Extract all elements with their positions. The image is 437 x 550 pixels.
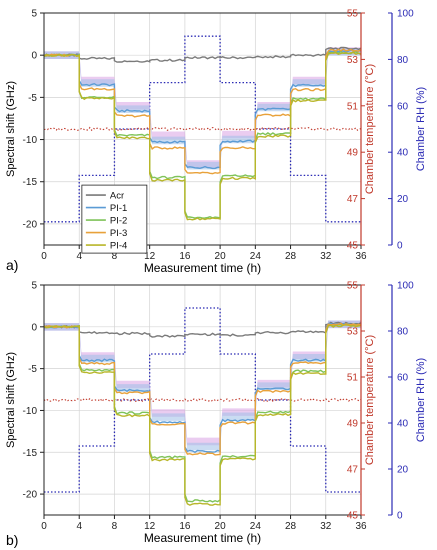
series-PI-4 [43,324,362,506]
y3-tick-label: 40 [397,148,409,159]
y2-tick-label: 55 [347,9,359,20]
legend-label-PI-4: PI-4 [110,241,127,252]
temperature-series [43,126,362,132]
y3-tick-label: 100 [397,9,414,20]
y-tick-label: -10 [23,406,38,417]
y-tick-label: 0 [31,322,37,333]
legend-label-PI-2: PI-2 [110,216,127,227]
y2-tick-label: 45 [347,511,359,522]
band-blue [44,320,361,451]
y2-tick-label: 53 [347,327,359,338]
legend-box [81,184,148,254]
y-axis-label: Spectral shift (GHz) [5,352,17,448]
y-tick-label: -20 [23,490,38,501]
y3-tick-label: 0 [397,511,403,522]
rh-series [44,307,361,493]
series-Acr [43,46,362,63]
panel-label: a) [6,257,18,273]
x-tick-label: 12 [144,251,156,262]
x-tick-label: 12 [144,521,156,532]
y2-tick-label: 55 [347,281,359,292]
x-tick-label: 4 [76,521,82,532]
y-tick-label: -15 [23,177,38,188]
rh-series [44,35,361,223]
x-tick-label: 0 [41,251,47,262]
x-axis-label: Measurement time (h) [144,261,261,275]
chart-panel-2: 0 4 8 12 16 20 24 28 32 36 5 0 -5 -10 -15 -20 55 53 51 49 47… [5,281,427,549]
x-tick-label: 20 [215,521,227,532]
y2-tick-label: 47 [347,465,359,476]
series-PI-1 [43,49,362,170]
x-tick-label: 8 [112,251,118,262]
x-tick-label: 16 [179,521,191,532]
y-tick-label: -20 [23,219,38,230]
panel-label: b) [6,532,18,548]
y-tick-label: -15 [23,448,38,459]
y2-tick-label: 53 [347,55,359,66]
x-axis-label: Measurement time (h) [144,531,261,545]
x-tick-label: 28 [285,521,297,532]
y2-axis-label: Chamber temperature (°C) [364,64,376,194]
legend-label-PI-1: PI-1 [110,203,127,214]
x-tick-label: 36 [355,251,367,262]
y2-tick-label: 51 [347,373,359,384]
x-tick-label: 8 [112,521,118,532]
y3-tick-label: 0 [397,241,403,252]
series-PI-1 [43,322,362,454]
x-tick-label: 36 [355,521,367,532]
y2-tick-label: 49 [347,148,359,159]
y2-axis-label: Chamber temperature (°C) [364,335,376,465]
x-tick-label: 28 [285,251,297,262]
y3-tick-label: 40 [397,419,409,430]
x-tick-label: 32 [320,521,332,532]
chart-panel-1: 0 4 8 12 16 20 24 28 32 36 5 0 -5 -10 -15 -20 55 53 51 49 47… [5,9,427,276]
y3-tick-label: 100 [397,281,414,292]
series-PI-3 [43,322,362,456]
band-blue [44,48,361,170]
temperature-series [43,397,362,403]
y-tick-label: 5 [31,9,37,20]
y3-tick-label: 20 [397,465,409,476]
y-axis-label: Spectral shift (GHz) [5,81,17,177]
y2-tick-label: 49 [347,419,359,430]
y2-tick-label: 47 [347,194,359,205]
x-tick-label: 32 [320,251,332,262]
y-tick-label: 5 [31,281,37,292]
y3-axis-label: Chamber RH (%) [415,358,427,442]
x-tick-label: 0 [41,521,47,532]
y-tick-label: -10 [23,135,38,146]
y-tick-label: -5 [28,93,37,104]
y-tick-label: -5 [28,364,37,375]
y-tick-label: 0 [31,51,37,62]
band-pink [44,47,361,168]
series-PI-2 [43,323,362,503]
x-tick-label: 24 [250,521,262,532]
x-tick-label: 16 [179,251,191,262]
legend-label-Acr: Acr [110,191,124,202]
y3-axis-label: Chamber RH (%) [415,87,427,171]
band-pink [44,320,361,446]
x-tick-label: 20 [215,251,227,262]
series-Acr [44,321,362,338]
y3-tick-label: 80 [397,55,409,66]
legend-label-PI-3: PI-3 [110,228,127,239]
series-PI-4 [43,51,362,221]
y3-tick-label: 20 [397,194,409,205]
y3-tick-label: 60 [397,101,409,112]
series-PI-3 [43,48,362,175]
x-tick-label: 24 [250,251,262,262]
y3-tick-label: 80 [397,327,409,338]
y2-tick-label: 45 [347,241,359,252]
y3-tick-label: 60 [397,373,409,384]
y2-tick-label: 51 [347,101,359,112]
x-tick-label: 4 [76,251,82,262]
